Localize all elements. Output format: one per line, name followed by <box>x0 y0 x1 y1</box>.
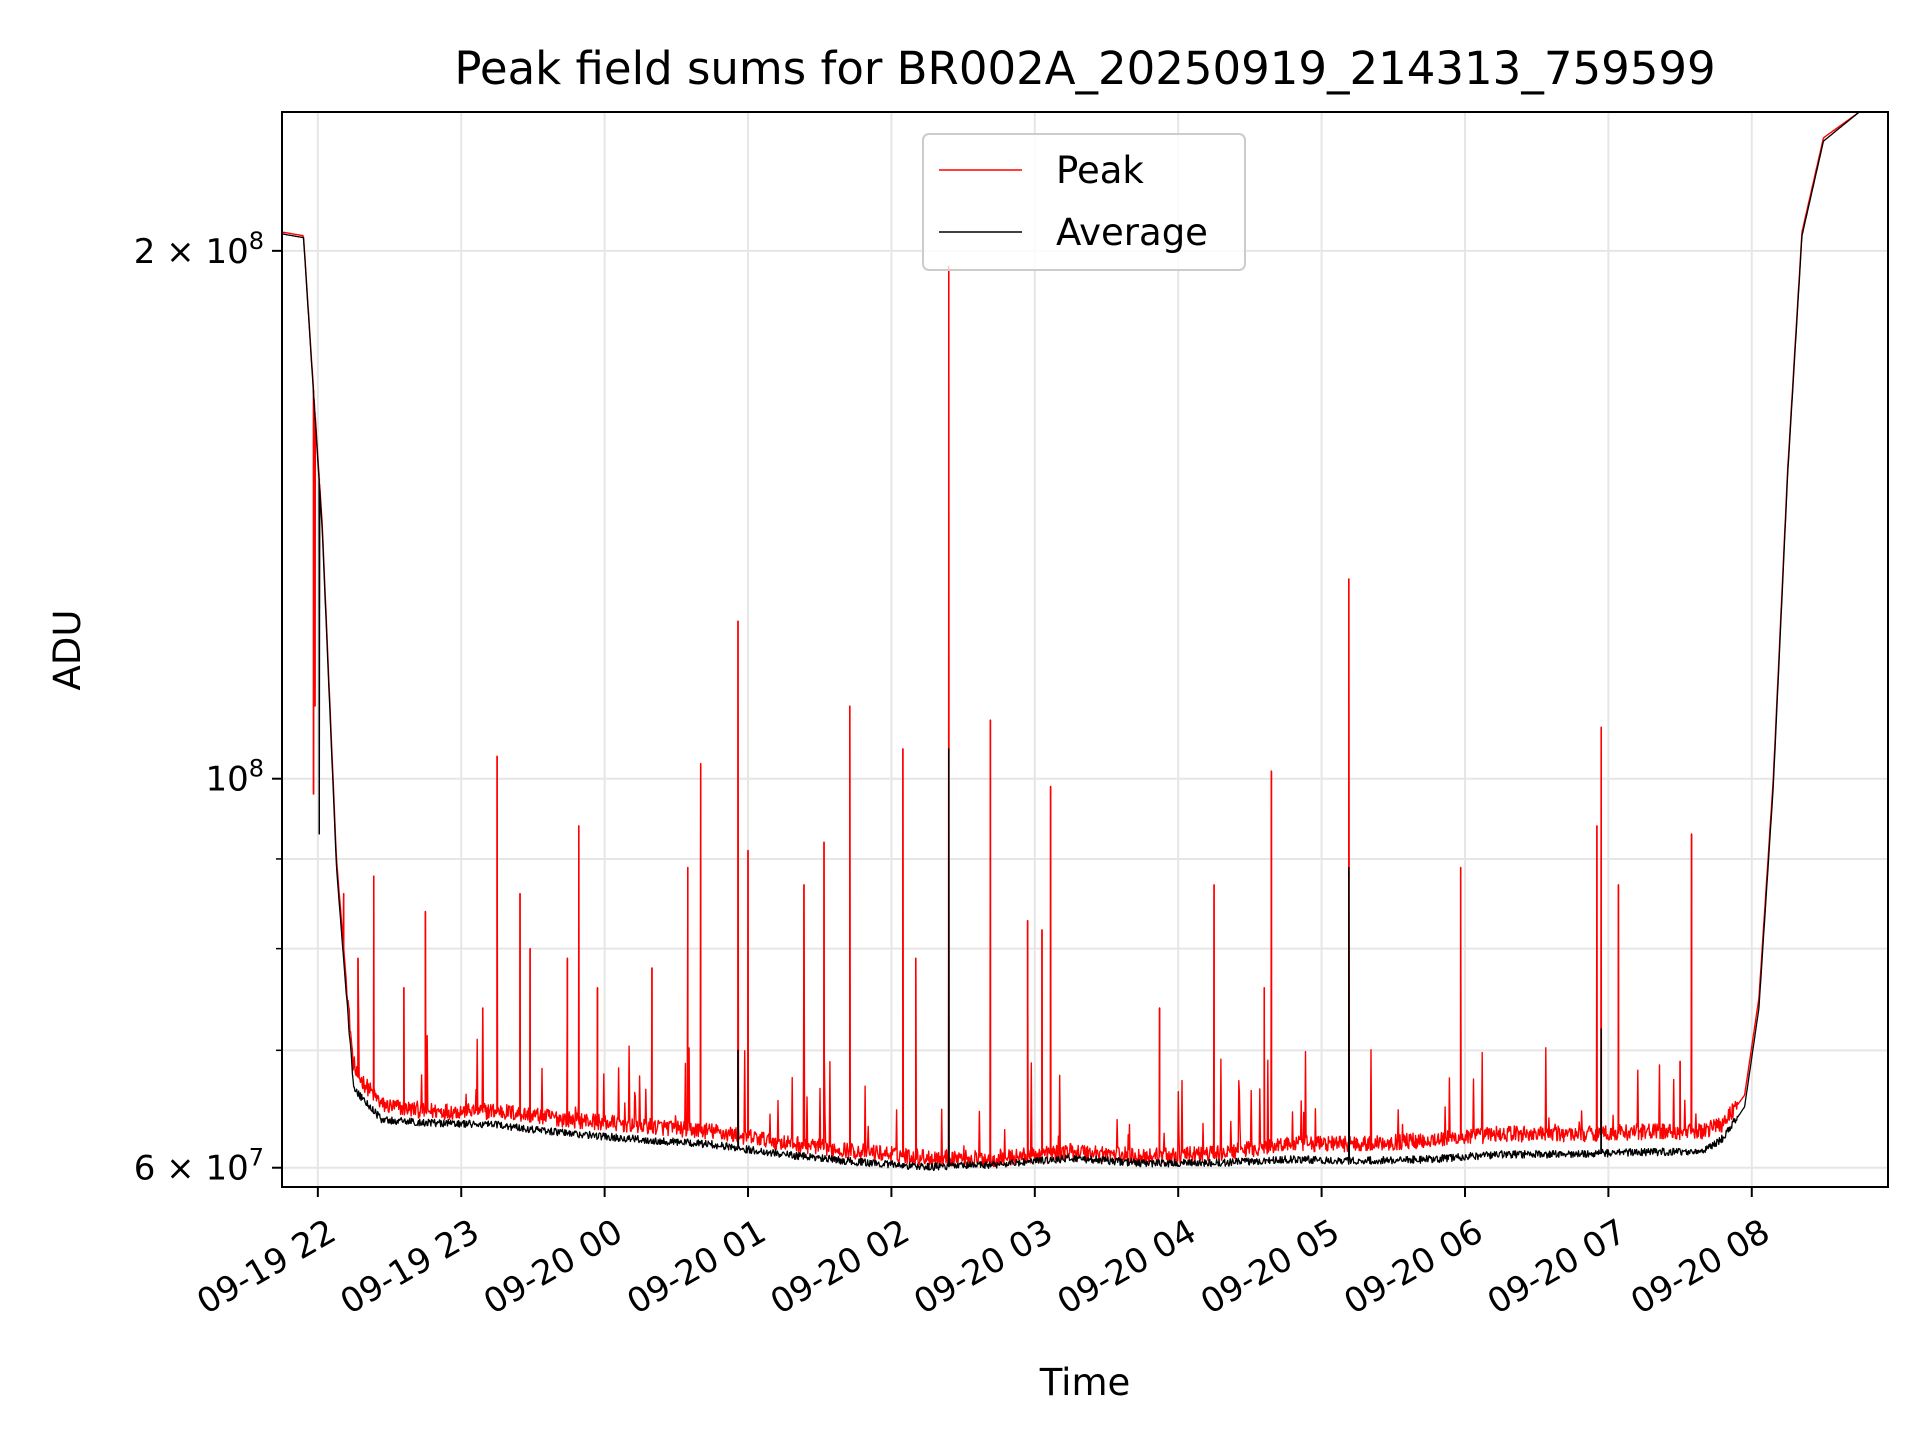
series-layer <box>282 112 1888 1172</box>
series-line-average <box>282 112 1888 1172</box>
y-tick-label: 2 × 108 <box>134 227 264 272</box>
x-axis-label: Time <box>1039 1361 1131 1404</box>
y-axis-label: ADU <box>46 610 89 691</box>
y-axis: 2 × 108 108 6 × 107 <box>134 227 282 1189</box>
legend-box <box>922 133 1246 271</box>
grid <box>282 112 1888 1187</box>
legend-peak-label: Peak <box>1056 149 1144 192</box>
chart-title: Peak field sums for BR002A_20250919_2143… <box>454 42 1715 95</box>
y-tick-label: 108 <box>205 755 264 800</box>
legend: Peak Average <box>922 133 1246 271</box>
plot-frame <box>281 111 1889 1188</box>
legend-average-label: Average <box>1056 211 1208 254</box>
y-tick-label: 6 × 107 <box>134 1144 264 1189</box>
